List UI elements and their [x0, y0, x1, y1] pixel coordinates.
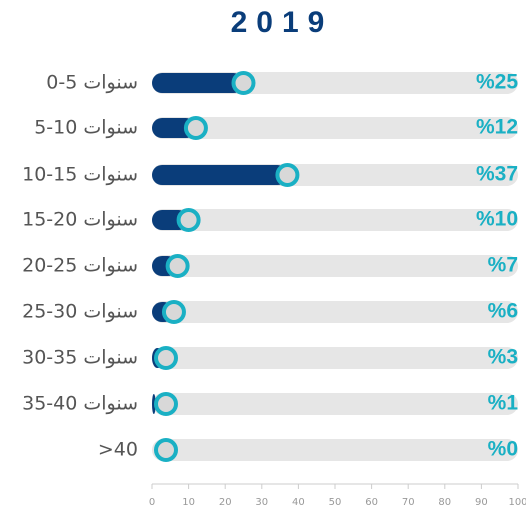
bar-marker: [231, 71, 256, 95]
category-label: 20-25 سنوات: [22, 255, 138, 277]
bar-marker: [154, 392, 178, 416]
category-label: 0-5 سنوات: [46, 72, 138, 94]
category-label: 15-20 سنوات: [22, 209, 138, 231]
x-tick-label: 50: [329, 497, 342, 508]
chart-title: 2019: [231, 6, 334, 39]
x-tick-label: 10: [182, 497, 195, 508]
bar-track: [152, 347, 518, 369]
x-tick-label: 70: [402, 497, 415, 508]
x-tick-label: 30: [255, 497, 268, 508]
bar-track: [152, 209, 518, 231]
value-label: %12: [476, 116, 518, 139]
value-label: %0: [488, 438, 518, 461]
category-label: >40: [98, 439, 138, 461]
x-tick-label: 20: [219, 497, 232, 508]
bar-track: [152, 439, 518, 461]
bar-track: [152, 255, 518, 277]
bar-marker: [176, 208, 201, 232]
x-tick-label: 100: [508, 497, 526, 508]
bar-track: [152, 117, 518, 139]
category-label: 25-30 سنوات: [22, 301, 138, 323]
bar-marker: [161, 300, 186, 324]
bar: [152, 394, 156, 414]
value-label: %6: [488, 300, 518, 323]
x-tick-label: 40: [292, 497, 305, 508]
bar-marker: [275, 163, 300, 187]
bar: [152, 165, 288, 185]
x-tick-label: 0: [149, 497, 155, 508]
bar: [152, 118, 196, 138]
x-tick-label: 80: [438, 497, 451, 508]
bar-marker: [165, 254, 190, 278]
x-tick-label: 60: [365, 497, 378, 508]
category-label: 5-10 سنوات: [34, 117, 138, 139]
category-label: 10-15 سنوات: [22, 164, 138, 186]
bar-marker: [183, 116, 208, 140]
value-label: %37: [476, 163, 518, 186]
bar-track: [152, 301, 518, 323]
value-label: %25: [476, 71, 518, 94]
bar-marker: [154, 346, 178, 370]
bar: [152, 73, 244, 93]
bar-marker: [154, 438, 178, 462]
category-label: 30-35 سنوات: [22, 347, 138, 369]
value-label: %7: [488, 254, 518, 277]
value-label: %1: [488, 392, 519, 415]
value-label: %10: [476, 208, 518, 231]
bar-track: [152, 393, 518, 415]
category-label: 35-40 سنوات: [22, 393, 138, 415]
x-tick-label: 90: [475, 497, 488, 508]
value-label: %3: [488, 346, 518, 369]
